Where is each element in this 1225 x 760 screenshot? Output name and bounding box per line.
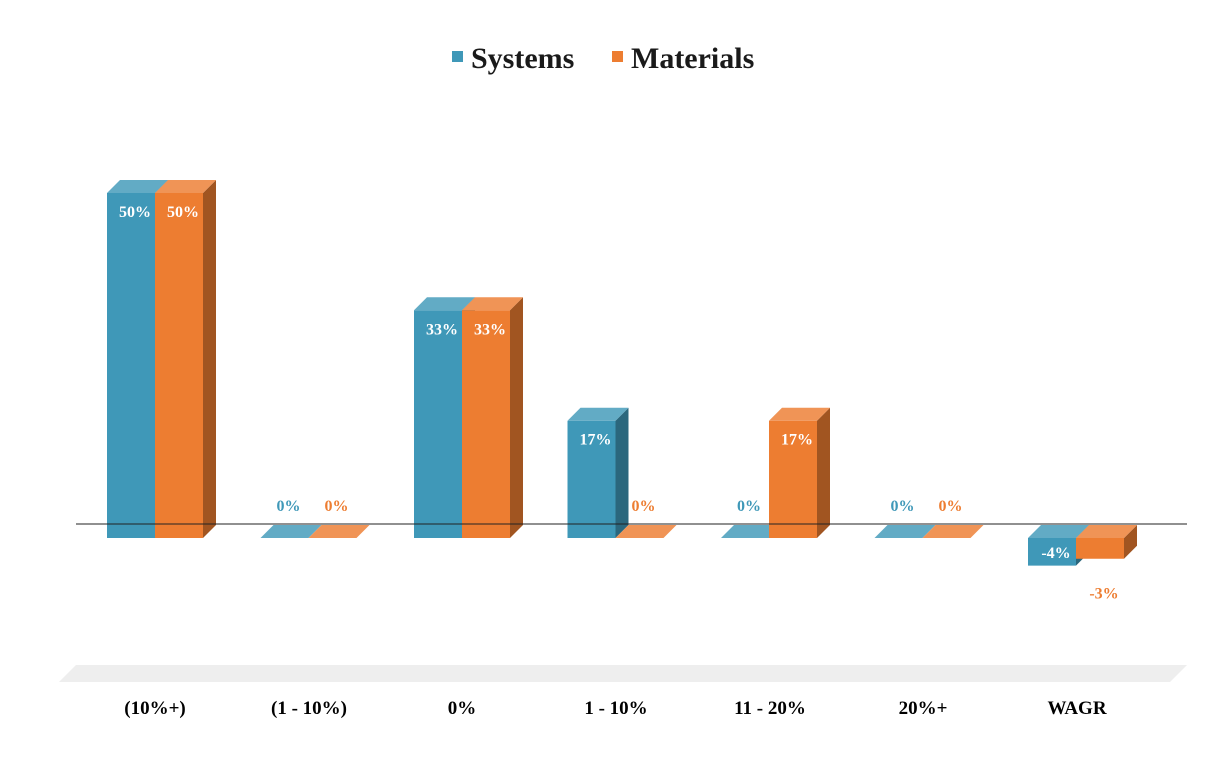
category-label: (1 - 10%) — [271, 698, 347, 719]
data-label: 0% — [325, 498, 349, 515]
bar-materials — [462, 297, 523, 538]
bar-systems — [260, 525, 322, 538]
data-label: 33% — [426, 321, 458, 338]
bar-materials — [308, 525, 370, 538]
legend: Systems Materials — [452, 42, 754, 75]
bar-top — [462, 297, 523, 311]
bar-top — [414, 297, 475, 311]
category-axis: (10%+) (1 - 10%) 0% 1 - 10% 11 - 20% 20%… — [124, 698, 1107, 719]
bar-top — [769, 407, 830, 421]
bar-front — [567, 420, 616, 538]
data-label: 33% — [474, 321, 506, 338]
bar-front — [155, 193, 203, 538]
bars — [107, 180, 1137, 566]
data-label: -4% — [1041, 545, 1070, 562]
bar-top — [721, 525, 782, 538]
bar-front — [107, 193, 155, 538]
bar-top — [260, 525, 322, 538]
bar-front — [1076, 538, 1124, 559]
bar-front — [1028, 538, 1076, 566]
data-label: 17% — [781, 432, 813, 449]
bar-materials — [922, 525, 984, 538]
bar-side — [203, 180, 216, 538]
data-label: 50% — [119, 204, 151, 221]
legend-swatch-systems — [452, 51, 463, 62]
data-label: 0% — [737, 498, 761, 515]
data-label: 0% — [891, 498, 915, 515]
bar-top — [1028, 525, 1089, 538]
data-label: 0% — [939, 498, 963, 515]
bar-top — [155, 180, 216, 193]
bar-top — [567, 407, 629, 421]
chart-floor — [59, 665, 1187, 682]
bar-materials — [769, 407, 830, 538]
data-label: 17% — [580, 432, 612, 449]
bar-materials — [615, 525, 677, 538]
bar-side — [817, 407, 830, 538]
bar-top — [107, 180, 168, 193]
bar-front — [769, 420, 817, 538]
legend-label-systems: Systems — [471, 42, 574, 75]
bar-side — [1124, 525, 1137, 559]
bar-top — [615, 525, 677, 538]
bar-side — [510, 297, 523, 538]
bar-top — [308, 525, 370, 538]
bar-front — [462, 310, 510, 538]
value-labels: 50% 0% 33% 17% 0% 0% -4% 50% 0% 33% 0% 17% 0% -3% — [119, 204, 1119, 603]
category-label: 11 - 20% — [734, 698, 806, 719]
data-label: 0% — [632, 498, 656, 515]
bar-systems — [721, 525, 782, 538]
category-label: WAGR — [1047, 698, 1106, 719]
data-label: 0% — [277, 498, 301, 515]
bar-materials — [155, 180, 216, 538]
bar-side — [615, 407, 629, 538]
data-label: -3% — [1089, 586, 1118, 603]
bar-top — [922, 525, 984, 538]
legend-label-materials: Materials — [631, 42, 754, 75]
bar-front — [414, 310, 462, 538]
category-label: 1 - 10% — [584, 698, 647, 719]
bar-top — [1076, 525, 1137, 538]
bar-systems — [567, 407, 629, 538]
category-label: 20%+ — [899, 698, 948, 719]
data-label: 50% — [167, 204, 199, 221]
bar-systems — [874, 525, 936, 538]
bar-materials — [1076, 525, 1137, 559]
category-label: (10%+) — [124, 698, 185, 719]
bar-top — [874, 525, 936, 538]
category-label: 0% — [448, 698, 477, 719]
legend-swatch-materials — [612, 51, 623, 62]
